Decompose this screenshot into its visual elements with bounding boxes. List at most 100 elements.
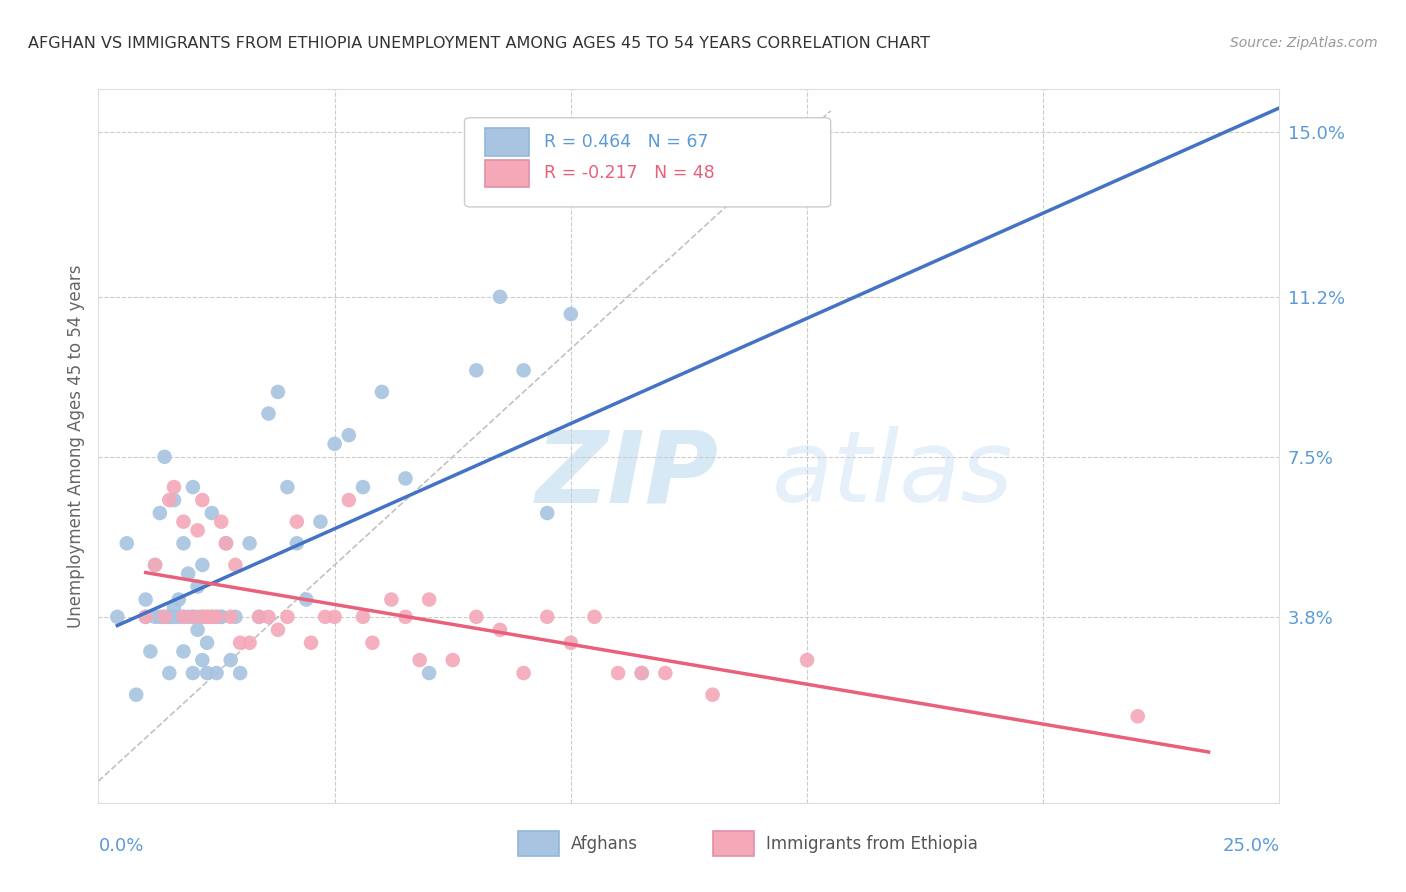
Point [408,653,430,667]
Point [143,558,166,572]
Point [172,644,194,658]
Point [181,480,204,494]
Point [195,666,218,681]
Point [191,653,214,667]
Point [177,610,200,624]
Point [323,610,346,624]
FancyBboxPatch shape [464,118,831,207]
Point [352,480,374,494]
Point [352,610,374,624]
Point [172,515,194,529]
Point [285,536,308,550]
Point [195,610,218,624]
Point [224,610,246,624]
Point [157,610,180,624]
Point [257,407,280,421]
Point [295,592,318,607]
Point [536,610,558,624]
Point [195,636,218,650]
Point [163,480,186,494]
Point [149,610,172,624]
Point [195,610,218,624]
Point [418,666,440,681]
Point [630,666,652,681]
Point [205,666,228,681]
Point [209,515,232,529]
Point [143,558,166,572]
Point [157,493,180,508]
Point [205,610,228,624]
Point [201,610,224,624]
Point [181,610,204,624]
Point [314,610,336,624]
Point [394,471,416,485]
Point [205,610,228,624]
Point [536,506,558,520]
Text: atlas: atlas [772,426,1014,523]
Point [139,644,162,658]
Point [371,384,394,399]
Point [465,610,488,624]
Point [512,666,534,681]
Point [607,666,630,681]
Point [380,592,402,607]
Point [157,610,180,624]
Point [323,437,346,451]
Point [239,536,262,550]
Point [441,653,464,667]
FancyBboxPatch shape [485,160,530,187]
Point [187,610,209,624]
Point [299,636,322,650]
Text: ZIP: ZIP [536,426,718,523]
Point [172,610,194,624]
Point [215,536,238,550]
Point [177,566,200,581]
Point [219,653,242,667]
Text: 25.0%: 25.0% [1222,838,1279,855]
Text: AFGHAN VS IMMIGRANTS FROM ETHIOPIA UNEMPLOYMENT AMONG AGES 45 TO 54 YEARS CORREL: AFGHAN VS IMMIGRANTS FROM ETHIOPIA UNEMP… [28,36,931,51]
Text: Source: ZipAtlas.com: Source: ZipAtlas.com [1230,36,1378,50]
FancyBboxPatch shape [517,831,560,856]
Point [153,610,176,624]
Point [163,610,186,624]
Point [153,610,176,624]
Point [215,536,238,550]
Point [105,610,128,624]
Point [172,610,194,624]
Point [285,515,308,529]
Point [135,592,157,607]
Point [560,307,582,321]
Point [560,636,582,650]
Point [394,610,416,624]
Text: R = 0.464   N = 67: R = 0.464 N = 67 [544,133,709,151]
Point [361,636,384,650]
Point [257,610,280,624]
Point [229,666,252,681]
Point [239,636,262,650]
Point [135,610,157,624]
Point [181,610,204,624]
Point [337,428,360,442]
Point [276,610,298,624]
Point [187,623,209,637]
FancyBboxPatch shape [485,128,530,155]
Point [229,636,252,650]
Point [512,363,534,377]
Text: Afghans: Afghans [571,835,638,853]
Point [465,363,488,377]
Point [149,506,172,520]
Point [209,610,232,624]
Point [418,592,440,607]
Point [125,688,148,702]
Point [191,558,214,572]
Point [157,666,180,681]
Point [276,480,298,494]
Point [267,623,290,637]
Point [224,558,246,572]
Point [337,493,360,508]
Point [187,580,209,594]
Point [191,610,214,624]
Text: Immigrants from Ethiopia: Immigrants from Ethiopia [766,835,977,853]
Point [115,536,138,550]
Point [796,653,818,667]
